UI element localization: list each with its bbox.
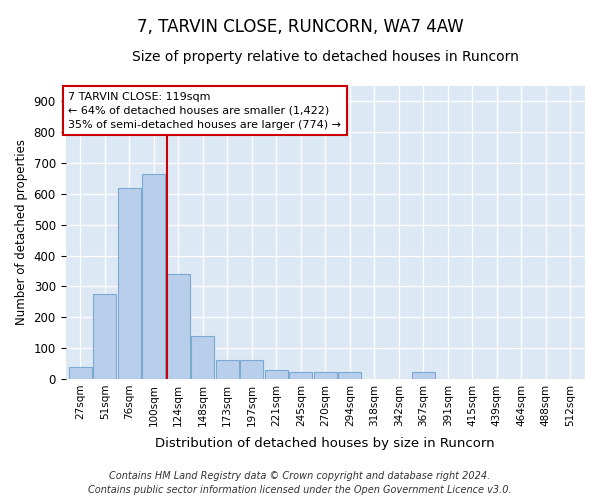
Bar bbox=[93, 294, 116, 379]
Bar bbox=[289, 372, 313, 379]
Y-axis label: Number of detached properties: Number of detached properties bbox=[15, 140, 28, 326]
Bar bbox=[142, 174, 166, 379]
Bar bbox=[240, 360, 263, 379]
Bar bbox=[167, 274, 190, 379]
Bar bbox=[191, 336, 214, 379]
Text: 7, TARVIN CLOSE, RUNCORN, WA7 4AW: 7, TARVIN CLOSE, RUNCORN, WA7 4AW bbox=[137, 18, 463, 36]
Bar bbox=[265, 370, 288, 379]
Bar bbox=[314, 372, 337, 379]
Bar bbox=[338, 372, 361, 379]
Bar bbox=[68, 366, 92, 379]
Text: Contains HM Land Registry data © Crown copyright and database right 2024.
Contai: Contains HM Land Registry data © Crown c… bbox=[88, 471, 512, 495]
Bar bbox=[118, 188, 141, 379]
Text: 7 TARVIN CLOSE: 119sqm
← 64% of detached houses are smaller (1,422)
35% of semi-: 7 TARVIN CLOSE: 119sqm ← 64% of detached… bbox=[68, 92, 341, 130]
Bar bbox=[412, 372, 435, 379]
X-axis label: Distribution of detached houses by size in Runcorn: Distribution of detached houses by size … bbox=[155, 437, 495, 450]
Bar bbox=[215, 360, 239, 379]
Title: Size of property relative to detached houses in Runcorn: Size of property relative to detached ho… bbox=[132, 50, 519, 64]
